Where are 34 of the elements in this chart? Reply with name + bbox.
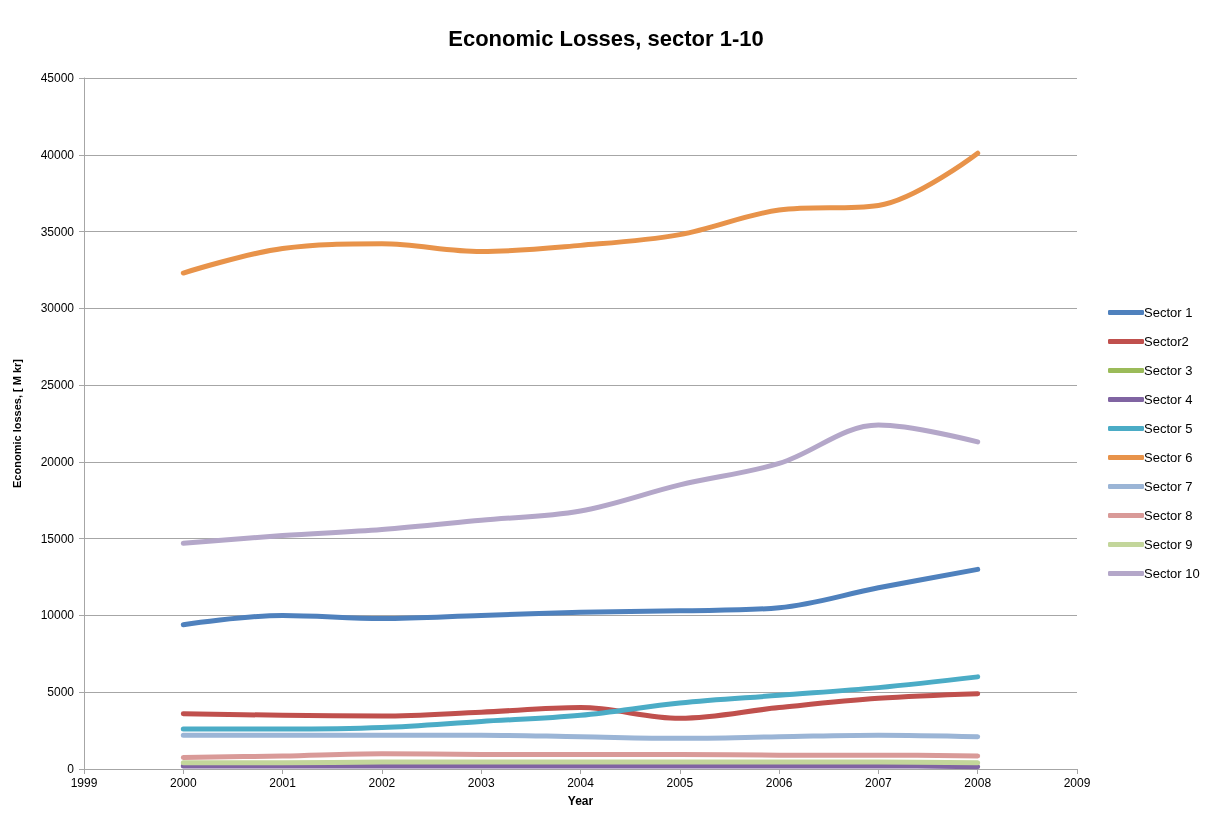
y-tick-label: 20000 xyxy=(40,454,75,469)
x-tick-label: 2006 xyxy=(765,776,793,790)
x-tick-label: 2004 xyxy=(567,776,595,790)
legend-label: Sector 10 xyxy=(1144,566,1200,581)
y-tick-label: 35000 xyxy=(40,224,75,239)
x-tick-label: 2007 xyxy=(865,776,893,790)
y-axis-title: Economic losses, [ M kr] xyxy=(10,358,23,488)
x-tick-label: 2001 xyxy=(269,776,297,790)
x-tick-label: 2009 xyxy=(1063,776,1091,790)
legend-label: Sector 3 xyxy=(1144,363,1193,378)
legend-label: Sector 6 xyxy=(1144,450,1193,465)
x-tick-label: 2000 xyxy=(169,776,197,790)
x-tick-label: 2008 xyxy=(964,776,992,790)
x-tick-label: 1999 xyxy=(70,776,98,790)
y-tick-label: 10000 xyxy=(40,608,75,623)
y-tick-label: 0 xyxy=(67,762,75,776)
x-tick-label: 2003 xyxy=(467,776,495,790)
legend-label: Sector 9 xyxy=(1144,537,1193,552)
x-tick-label: 2005 xyxy=(666,776,694,790)
legend-label: Sector 4 xyxy=(1144,392,1193,407)
y-tick-label: 30000 xyxy=(40,301,75,316)
chart-title: Economic Losses, sector 1-10 xyxy=(448,25,764,51)
legend-label: Sector2 xyxy=(1144,334,1189,349)
legend-label: Sector 7 xyxy=(1144,479,1193,494)
y-tick-label: 40000 xyxy=(40,147,75,162)
y-tick-label: 25000 xyxy=(40,378,75,393)
legend-label: Sector 8 xyxy=(1144,508,1193,523)
x-tick-label: 2002 xyxy=(368,776,396,790)
y-tick-label: 15000 xyxy=(40,531,75,546)
legend-label: Sector 1 xyxy=(1144,305,1193,320)
y-tick-label: 5000 xyxy=(47,685,75,700)
legend-label: Sector 5 xyxy=(1144,421,1193,436)
x-axis-title: Year xyxy=(567,794,594,808)
y-tick-label: 45000 xyxy=(40,71,75,85)
